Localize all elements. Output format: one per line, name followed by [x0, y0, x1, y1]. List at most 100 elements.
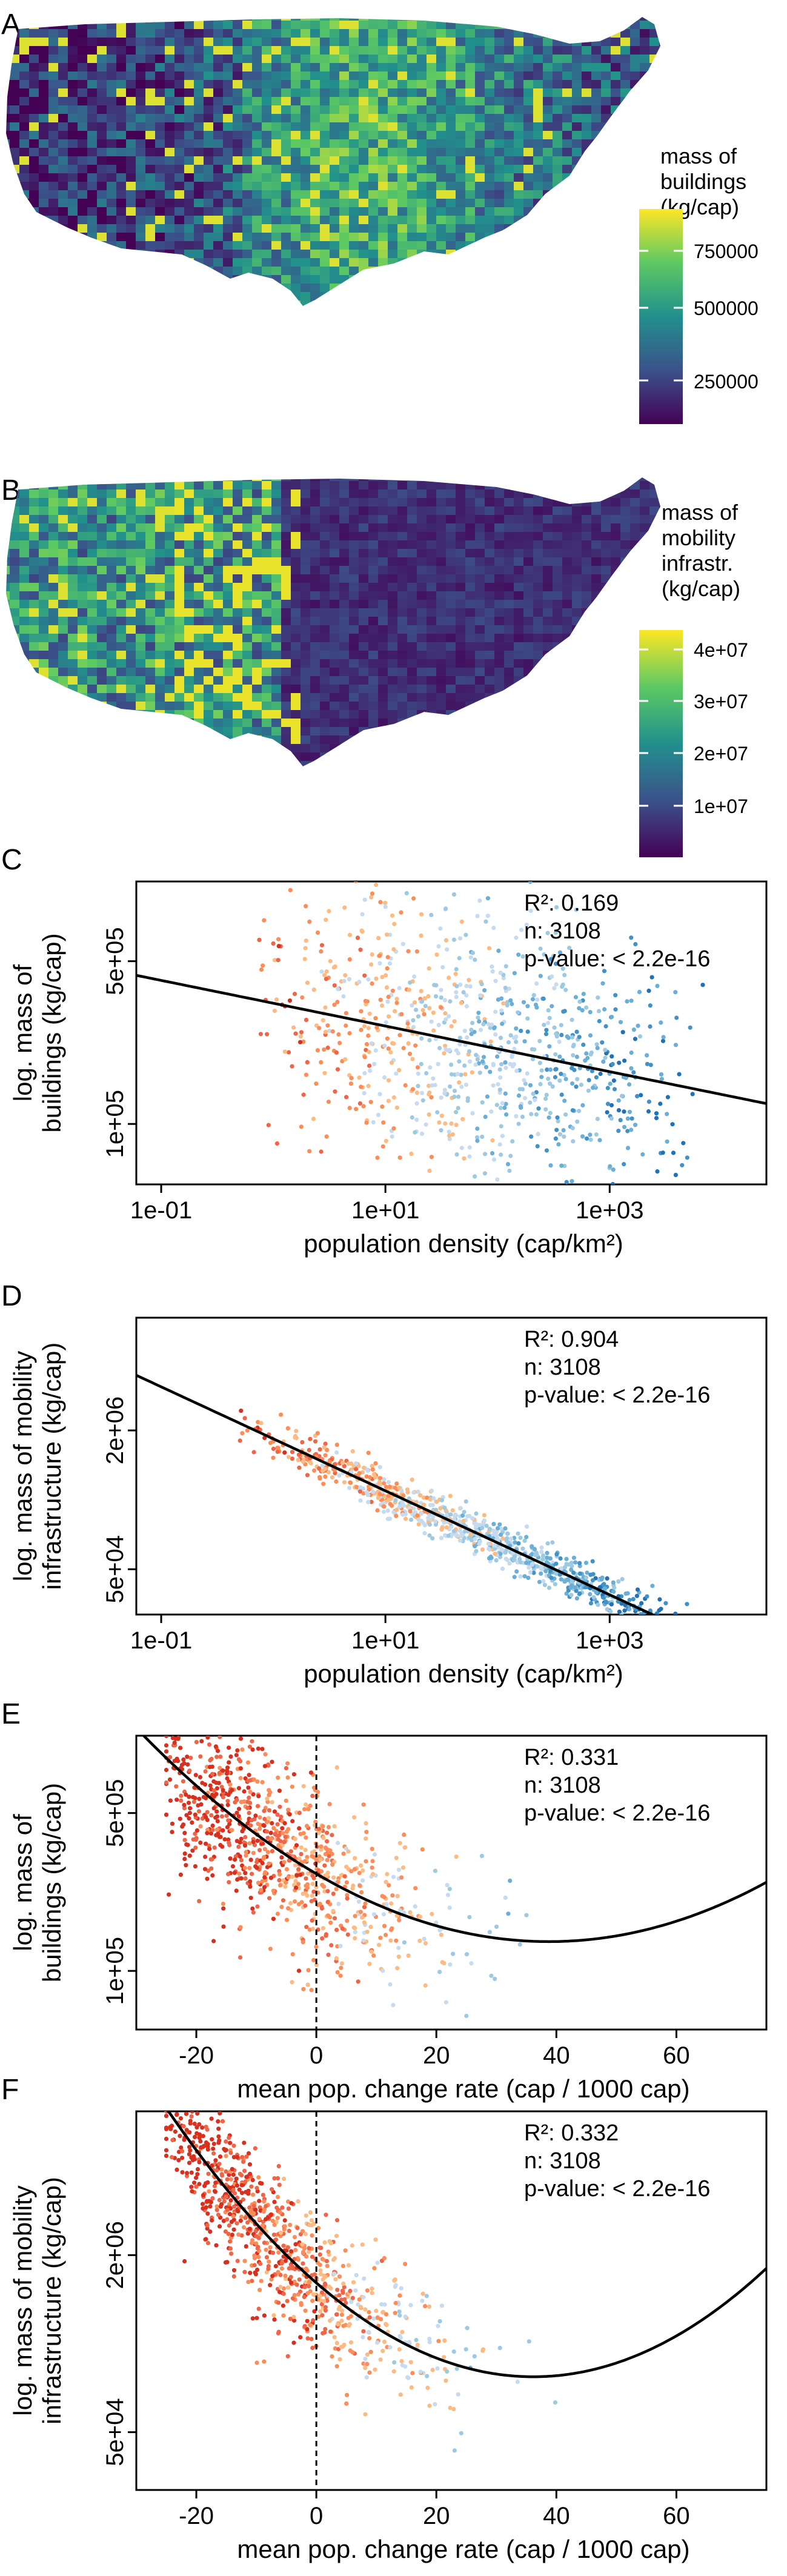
- map-county-cell: [417, 55, 427, 63]
- map-county-cell: [174, 634, 184, 642]
- map-county-cell: [620, 769, 630, 783]
- map-county-cell: [78, 63, 87, 71]
- map-county-cell: [6, 608, 10, 617]
- map-county-cell: [116, 693, 126, 702]
- map-county-cell: [252, 292, 262, 300]
- map-county-cell: [475, 199, 485, 207]
- map-county-cell: [485, 199, 494, 207]
- map-county-cell: [494, 642, 504, 651]
- map-county-cell: [310, 250, 320, 258]
- panel-b-map: B mass of mobility infrastr. (kg/cap) 1e…: [1, 474, 748, 857]
- map-county-cell: [339, 506, 349, 515]
- map-county-cell: [494, 523, 504, 532]
- map-county-cell: [58, 540, 68, 549]
- map-county-cell: [78, 80, 87, 88]
- map-county-cell: [39, 114, 48, 122]
- map-county-cell: [39, 540, 48, 549]
- map-county-cell: [465, 566, 475, 574]
- map-county-cell: [611, 190, 620, 199]
- map-county-cell: [58, 566, 68, 574]
- map-county-cell: [58, 88, 68, 97]
- map-county-cell: [204, 685, 213, 693]
- map-county-cell: [107, 55, 116, 63]
- map-county-cell: [320, 744, 330, 752]
- map-county-cell: [310, 224, 320, 233]
- map-county-cell: [271, 216, 281, 224]
- map-county-cell: [223, 173, 233, 182]
- map-county-cell: [320, 63, 330, 71]
- map-county-cell: [407, 625, 417, 634]
- map-county-cell: [572, 284, 582, 292]
- map-county-cell: [68, 21, 78, 29]
- map-county-cell: [475, 190, 485, 199]
- map-county-cell: [582, 122, 591, 131]
- map-county-cell: [87, 46, 97, 55]
- map-county-cell: [349, 284, 359, 297]
- map-county-cell: [174, 165, 184, 173]
- map-county-cell: [553, 477, 562, 481]
- map-county-cell: [485, 761, 494, 766]
- map-county-cell: [262, 651, 271, 659]
- map-county-cell: [494, 173, 504, 182]
- map-county-cell: [252, 241, 262, 250]
- map-county-cell: [349, 21, 359, 29]
- map-county-cell: [126, 46, 136, 55]
- map-county-cell: [611, 17, 620, 21]
- map-county-cell: [620, 600, 630, 608]
- map-county-cell: [359, 651, 368, 659]
- map-county-cell: [271, 38, 281, 46]
- map-county-cell: [630, 523, 640, 532]
- map-county-cell: [523, 625, 533, 634]
- map-county-cell: [68, 275, 78, 288]
- map-county-cell: [271, 735, 281, 744]
- map-county-cell: [281, 600, 291, 608]
- map-county-cell: [301, 21, 310, 29]
- map-county-cell: [407, 165, 417, 173]
- map-county-cell: [582, 173, 591, 182]
- map-county-cell: [194, 608, 204, 617]
- map-county-cell: [291, 600, 301, 608]
- map-county-cell: [68, 29, 78, 38]
- map-county-cell: [533, 207, 543, 216]
- map-county-cell: [6, 752, 16, 761]
- map-county-cell: [378, 267, 388, 275]
- map-county-cell: [87, 292, 97, 300]
- map-county-cell: [649, 105, 659, 114]
- map-county-cell: [174, 583, 184, 591]
- map-county-cell: [204, 97, 213, 105]
- map-county-cell: [87, 88, 97, 97]
- map-county-cell: [523, 735, 533, 744]
- map-county-cell: [126, 199, 136, 207]
- map-county-cell: [494, 131, 504, 139]
- map-county-cell: [543, 625, 553, 634]
- map-county-cell: [10, 727, 25, 740]
- map-county-cell: [145, 719, 161, 732]
- map-county-cell: [68, 199, 78, 207]
- map-county-cell: [78, 173, 87, 182]
- map-b-county-cells: [6, 477, 660, 783]
- map-b-legend-line-1: mass of: [662, 500, 739, 525]
- map-county-cell: [145, 80, 155, 88]
- map-county-cell: [155, 258, 165, 267]
- map-county-cell: [301, 608, 310, 617]
- map-county-cell: [640, 29, 649, 38]
- map-county-cell: [562, 46, 572, 55]
- map-county-cell: [291, 557, 301, 566]
- map-county-cell: [572, 744, 582, 752]
- map-county-cell: [620, 267, 630, 275]
- map-county-cell: [504, 97, 514, 105]
- map-county-cell: [145, 752, 155, 766]
- map-county-cell: [388, 752, 397, 761]
- map-county-cell: [543, 532, 553, 540]
- map-county-cell: [6, 574, 10, 588]
- map-county-cell: [417, 80, 427, 88]
- map-county-cell: [19, 566, 29, 574]
- map-county-cell: [543, 761, 559, 766]
- map-county-cell: [591, 207, 601, 216]
- map-county-cell: [591, 284, 601, 297]
- map-county-cell: [582, 506, 591, 515]
- map-county-cell: [485, 97, 494, 105]
- map-county-cell: [6, 267, 10, 280]
- map-county-cell: [562, 702, 578, 710]
- map-county-cell: [533, 97, 543, 105]
